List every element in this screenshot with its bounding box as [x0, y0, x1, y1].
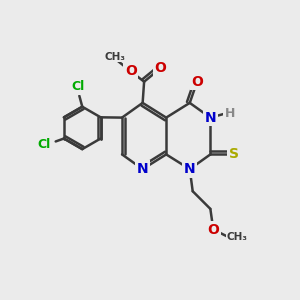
Text: Cl: Cl — [71, 80, 85, 94]
Text: O: O — [125, 64, 137, 78]
Text: O: O — [207, 223, 219, 236]
Text: O: O — [191, 75, 203, 89]
Text: CH₃: CH₃ — [227, 232, 248, 242]
Text: CH₃: CH₃ — [104, 52, 125, 62]
Text: N: N — [137, 162, 148, 176]
Text: H: H — [225, 107, 235, 120]
Text: S: S — [229, 147, 239, 161]
Text: Cl: Cl — [37, 138, 50, 151]
Text: O: O — [154, 61, 166, 75]
Text: N: N — [184, 162, 196, 176]
Text: N: N — [205, 111, 216, 124]
